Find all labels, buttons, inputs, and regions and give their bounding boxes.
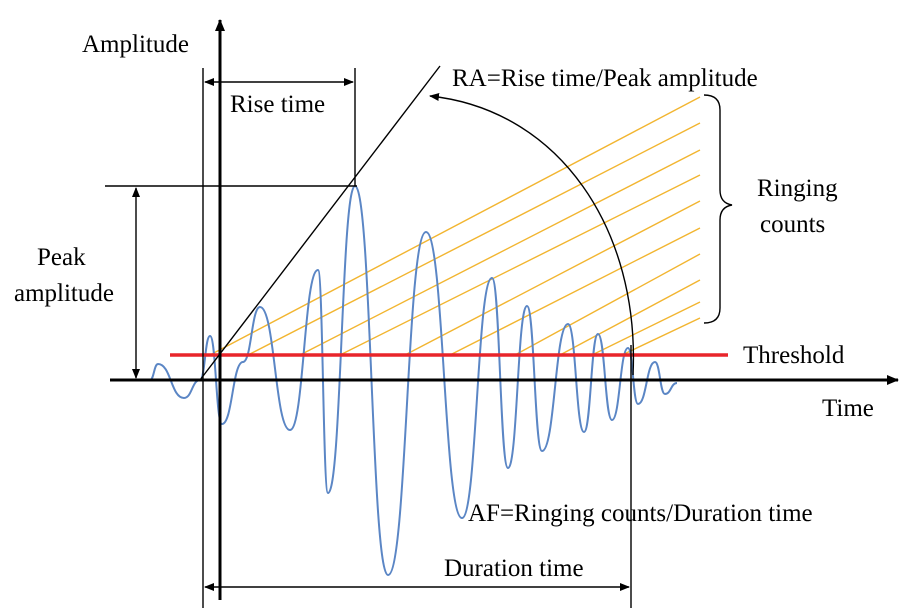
threshold-label: Threshold: [743, 342, 845, 369]
ringing-count-line: [559, 279, 701, 356]
ra-curved-arrow: [429, 92, 635, 376]
ringing-count-line: [339, 174, 701, 356]
ringing-count-line: [591, 301, 701, 356]
ringing-counts-label-line2: counts: [760, 211, 825, 238]
ringing-count-line: [621, 317, 701, 356]
ringing-count-line: [449, 227, 701, 356]
duration-time-label: Duration time: [444, 555, 584, 582]
peak-amplitude-label-line2: amplitude: [14, 280, 114, 307]
ringing-count-lines: [209, 96, 701, 356]
ringing-count-line: [299, 149, 701, 356]
waveform-signal: [149, 184, 678, 577]
ringing-count-line: [404, 200, 701, 356]
ringing-count-line: [209, 96, 701, 356]
ringing-count-line: [514, 253, 701, 356]
ringing-counts-brace: [703, 94, 733, 324]
ra-formula-label: RA=Rise time/Peak amplitude: [452, 65, 758, 92]
x-axis-label: Time: [822, 395, 874, 422]
y-axis-label: Amplitude: [82, 31, 189, 58]
peak-amplitude-label-line1: Peak: [37, 244, 86, 271]
ringing-counts-label-line1: Ringing: [757, 175, 838, 202]
ringing-count-line: [247, 122, 701, 356]
af-formula-label: AF=Ringing counts/Duration time: [468, 500, 813, 527]
rise-time-label: Rise time: [230, 91, 325, 118]
ra-slope-line: [199, 65, 441, 381]
